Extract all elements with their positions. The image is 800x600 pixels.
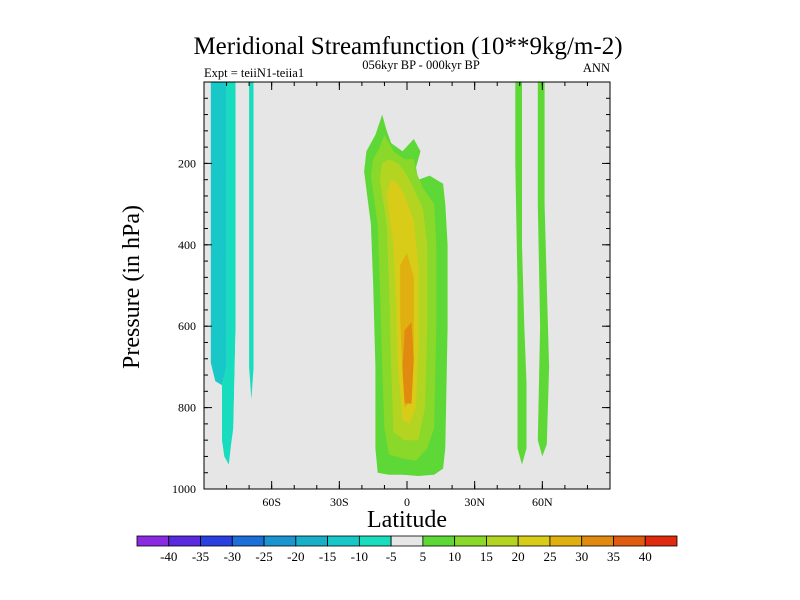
colorbar-swatch [422,535,456,547]
contour-region-0 [210,82,227,386]
contour-region-2 [233,82,245,457]
period-label: 056kyr BP - 000kyr BP [362,58,480,72]
colorbar-label: -30 [224,549,241,564]
y-tick-label: 400 [178,238,196,252]
colorbar: -40 -35 -30 -25 -20 -15 -10 -5 5 10 15 20 25 30 35 40 [136,535,678,564]
y-axis-label: Pressure (in hPa) [119,205,145,369]
colorbar-label: 30 [575,549,588,564]
x-tick-label: 60S [262,495,281,509]
contour-region-7 [476,208,486,306]
colorbar-swatch [295,535,328,547]
colorbar-swatch [486,535,519,547]
y-tick-label: 1000 [172,482,196,496]
colorbar-swatch [390,535,424,547]
colorbar-label: -15 [319,549,336,564]
colorbar-swatch [613,535,646,547]
x-tick-label: 30S [330,495,349,509]
chart-title: Meridional Streamfunction (10**9kg/m-2) [193,33,622,60]
x-tick-label: 0 [404,495,410,509]
y-tick-label: 200 [178,156,196,170]
colorbar-swatch [200,535,233,547]
experiment-label: Expt = teiiN1-teiia1 [204,66,304,80]
colorbar-swatch [644,535,678,547]
contour-region-10 [562,82,568,225]
colorbar-label: -40 [160,549,177,564]
colorbar-swatch [358,535,392,547]
contour-region-12 [515,82,527,465]
contour-region-8 [522,82,532,384]
contour-region-3 [249,82,254,400]
contour-region-6 [465,208,471,229]
colorbar-label: -5 [386,549,397,564]
plot-area [204,82,610,489]
season-label: ANN [583,61,610,75]
colorbar-label: 5 [420,549,427,564]
colorbar-swatch [581,535,614,547]
colorbar-swatch [231,535,265,547]
x-tick-label: 30N [464,495,485,509]
colorbar-label: -25 [255,549,272,564]
colorbar-label: 10 [448,549,461,564]
x-axis-label: Latitude [367,507,447,533]
colorbar-swatch [168,535,201,547]
colorbar-label: -10 [351,549,368,564]
x-tick-label: 60N [532,495,553,509]
colorbar-swatch [327,535,360,547]
contour-region-5 [429,139,455,184]
colorbar-swatch [549,535,583,547]
contour-region-1 [222,82,236,465]
y-tick-label: 600 [178,319,196,333]
colorbar-label: 15 [480,549,493,564]
colorbar-label: -35 [192,549,209,564]
colorbar-swatch [454,535,487,547]
contour-region-13 [537,82,550,457]
y-tick-label: 800 [178,401,196,415]
colorbar-label: 25 [543,549,556,564]
colorbar-label: 35 [607,549,620,564]
colorbar-label: 20 [512,549,525,564]
colorbar-swatch [263,535,297,547]
contour-region-9 [546,82,556,367]
contour-region-4 [253,82,259,367]
colorbar-swatch [517,535,551,547]
axes: 60S 30S 0 30N 60N 200 400 600 800 1000 [172,81,611,509]
colorbar-label: 40 [639,549,652,564]
colorbar-label: -20 [287,549,304,564]
contour-region-18 [402,322,414,404]
colorbar-swatch [136,535,170,547]
